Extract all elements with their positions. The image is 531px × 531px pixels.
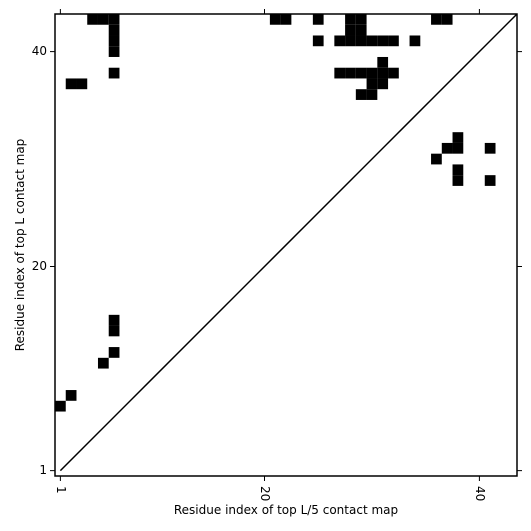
contact-cell [366,89,378,100]
contact-cell [441,142,453,154]
contact-cell [377,56,389,68]
y-tick-label: 1 [39,463,47,477]
x-tick-label: 20 [258,486,272,501]
contact-cell [97,357,109,369]
contact-cell [452,164,464,176]
contact-cell [345,14,356,25]
contact-cell [452,132,464,143]
contact-cell [55,400,66,412]
contact-cell [355,24,367,36]
contact-cell [108,14,120,25]
diagonal-line [59,13,518,472]
contact-cell [345,24,356,36]
contact-cell [345,67,356,79]
contact-cell [108,67,120,79]
contact-cell [345,35,356,47]
contact-cell [334,67,346,79]
contact-cell [65,390,77,401]
contact-cell [355,89,367,100]
y-tick-label: 40 [32,44,47,58]
contact-cell [76,78,88,90]
x-tick-label: 40 [473,486,487,501]
contact-cell [366,67,378,79]
contact-cell [377,35,389,47]
contact-cell [312,14,324,25]
contact-cell [355,35,367,47]
contact-cell [108,35,120,47]
contact-cell [355,67,367,79]
contact-cell [269,14,281,25]
contact-cell [431,153,442,165]
contact-cell [484,175,496,186]
contact-cell [452,142,464,154]
plot-frame [54,13,518,477]
contact-cell [87,14,98,25]
contact-cell [441,14,453,25]
contact-cell [431,14,442,25]
contact-cell [452,175,464,186]
contact-cell [65,78,77,90]
contact-cell [377,78,389,90]
contact-cell [108,347,120,358]
contact-cell [334,35,346,47]
y-axis-label: Residue index of top L contact map [13,139,27,352]
contact-cell [355,14,367,25]
contact-cell [108,24,120,36]
contact-cell [366,35,378,47]
contact-cell [409,35,421,47]
contact-cell [108,325,120,337]
y-tick-label: 20 [32,259,47,273]
contact-cell [108,46,120,57]
contact-cell [366,78,378,90]
contact-cell [97,14,109,25]
contact-cell [377,67,389,79]
contact-cell [312,35,324,47]
contact-cell [484,142,496,154]
contact-cell [280,14,292,25]
x-axis-label: Residue index of top L/5 contact map [174,503,398,517]
x-tick-label: 1 [54,486,68,494]
contact-cell [388,67,399,79]
contact-cell [108,314,120,326]
contact-cell [388,35,399,47]
